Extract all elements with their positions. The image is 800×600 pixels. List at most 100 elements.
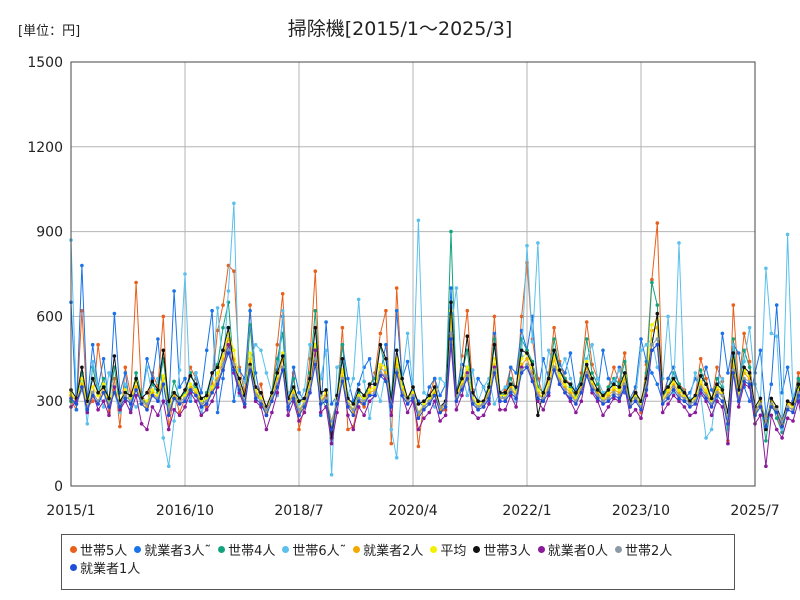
legend-marker (218, 545, 226, 553)
data-point (259, 396, 263, 401)
data-point (308, 390, 312, 395)
data-point (161, 314, 166, 319)
data-point (715, 382, 719, 387)
data-point (351, 413, 356, 418)
data-point (574, 390, 578, 395)
data-point (438, 376, 442, 381)
data-point (628, 405, 632, 409)
data-point (248, 308, 252, 313)
data-point (747, 379, 752, 384)
data-point (215, 328, 220, 333)
data-point (536, 413, 540, 418)
data-point (650, 323, 654, 327)
legend-marker (473, 545, 481, 553)
data-point (329, 441, 334, 446)
data-point (161, 399, 166, 404)
data-point (785, 399, 790, 404)
data-point (204, 393, 209, 398)
data-point (677, 385, 681, 389)
data-point (210, 371, 214, 375)
data-point (80, 376, 84, 381)
data-point (476, 416, 480, 421)
data-point (546, 376, 551, 381)
data-point (731, 368, 736, 372)
data-point (693, 410, 698, 415)
data-point (112, 354, 117, 358)
data-point (698, 368, 703, 372)
data-point (530, 374, 535, 378)
data-point (617, 396, 622, 401)
data-point (432, 385, 437, 389)
data-point (302, 410, 307, 415)
data-point (101, 390, 106, 395)
data-point (666, 376, 670, 381)
data-point (438, 405, 442, 409)
data-point (166, 464, 171, 469)
data-point (156, 388, 160, 392)
data-point (226, 348, 231, 353)
data-point (199, 405, 204, 409)
data-point (715, 365, 719, 370)
data-point (465, 376, 470, 381)
data-point (123, 396, 128, 401)
data-point (362, 393, 366, 398)
data-point (682, 396, 687, 401)
data-point (204, 402, 209, 406)
data-point (280, 292, 285, 296)
data-point (253, 342, 258, 347)
data-point (764, 439, 768, 443)
data-point (183, 388, 187, 392)
data-point (536, 396, 540, 401)
data-point (291, 365, 296, 370)
data-point (210, 390, 214, 395)
data-point (394, 368, 399, 372)
y-tick-label: 0 (54, 479, 63, 495)
data-point (704, 382, 708, 387)
data-point (774, 410, 779, 415)
data-point (96, 342, 100, 347)
data-point (280, 368, 285, 372)
data-point (492, 357, 497, 361)
data-point (742, 376, 746, 381)
data-point (622, 351, 627, 355)
data-point (329, 427, 334, 432)
data-point (221, 354, 225, 358)
data-point (671, 388, 676, 392)
data-point (199, 413, 204, 418)
data-point (123, 382, 128, 387)
legend-label: 就業者3人˜ (144, 543, 212, 559)
data-point (503, 407, 508, 412)
data-point (313, 325, 318, 330)
data-point (530, 362, 535, 367)
data-point (617, 385, 622, 389)
data-point (96, 385, 100, 389)
data-point (161, 348, 166, 353)
data-point (525, 357, 529, 361)
data-point (666, 385, 670, 389)
data-point (232, 368, 236, 372)
data-point (356, 405, 361, 409)
data-point (764, 427, 768, 432)
x-tick-label: 2018/7 (274, 503, 323, 519)
data-point (416, 416, 421, 421)
data-point (688, 399, 692, 404)
data-point (720, 331, 725, 336)
data-point (389, 413, 394, 418)
data-point (796, 393, 800, 398)
data-point (666, 388, 670, 392)
data-point (785, 232, 790, 237)
data-point (671, 393, 676, 398)
data-point (226, 351, 231, 355)
data-point (476, 399, 480, 404)
data-point (318, 402, 323, 406)
data-point (644, 342, 649, 347)
data-point (422, 390, 426, 395)
data-point (465, 371, 470, 375)
data-point (134, 280, 138, 285)
data-point (270, 390, 274, 395)
data-point (215, 371, 220, 375)
data-point (384, 374, 388, 378)
data-point (329, 419, 334, 423)
data-point (139, 422, 144, 426)
data-point (731, 351, 736, 355)
